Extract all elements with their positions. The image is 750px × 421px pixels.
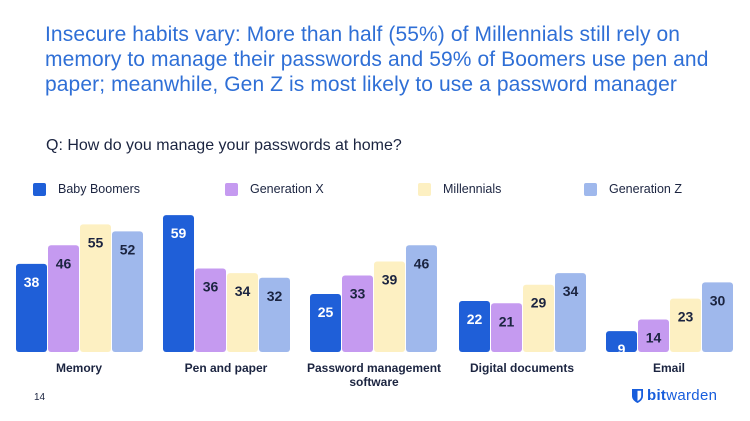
category-label: software	[349, 375, 399, 389]
bar-value-label: 33	[350, 285, 366, 301]
bar-value-label: 34	[563, 283, 579, 299]
bar-value-label: 46	[56, 255, 72, 271]
bar	[555, 273, 586, 352]
shield-icon	[632, 388, 643, 403]
bar-value-label: 29	[531, 295, 547, 311]
bar-value-label: 23	[678, 309, 694, 325]
legend-label: Millennials	[443, 182, 502, 196]
legend-swatch	[584, 182, 597, 196]
legend-label: Baby Boomers	[58, 182, 140, 196]
bar	[491, 303, 522, 352]
bar	[606, 331, 637, 352]
legend-item-baby-boomers: Baby Boomers	[33, 181, 140, 197]
bar	[342, 275, 373, 352]
bar	[702, 282, 733, 352]
legend-item-generation-z: Generation Z	[584, 181, 682, 197]
bar	[638, 319, 669, 352]
legend-label: Generation X	[250, 182, 324, 196]
bar	[523, 284, 554, 352]
legend-label: Generation Z	[609, 182, 682, 196]
bar	[406, 245, 437, 352]
bar	[670, 298, 701, 352]
bar	[16, 263, 47, 352]
bar	[227, 273, 258, 352]
bar	[374, 261, 405, 352]
bar	[80, 224, 111, 352]
bar-value-label: 25	[318, 304, 334, 320]
bar-value-label: 46	[414, 255, 430, 271]
bar	[195, 268, 226, 352]
category-label: Email	[653, 361, 685, 375]
page-number: 14	[34, 392, 46, 403]
bar	[310, 294, 341, 352]
bar	[459, 300, 490, 352]
bar-value-label: 59	[171, 225, 187, 241]
bar-value-label: 22	[467, 311, 483, 327]
legend-swatch	[418, 182, 431, 196]
category-label: Digital documents	[470, 361, 574, 375]
bar-value-label: 21	[499, 313, 515, 329]
category-label: Password management	[307, 361, 441, 375]
bar	[163, 215, 194, 352]
survey-question: Q: How do you manage your passwords at h…	[46, 137, 402, 154]
category-label: Memory	[56, 361, 102, 375]
bar-value-label: 14	[646, 330, 662, 346]
chart-title: Insecure habits vary: More than half (55…	[45, 23, 709, 96]
legend-swatch	[33, 182, 46, 196]
bar	[48, 245, 79, 352]
bar-value-label: 36	[203, 278, 219, 294]
bar-value-label: 9	[618, 341, 626, 357]
legend-swatch	[225, 182, 238, 196]
bar	[112, 231, 143, 352]
bar-value-label: 32	[267, 288, 283, 304]
category-label: Pen and paper	[185, 361, 268, 375]
bar-value-label: 30	[710, 292, 726, 308]
bar-value-label: 55	[88, 234, 104, 250]
bar-value-label: 34	[235, 283, 251, 299]
legend-item-millennials: Millennials	[418, 181, 501, 197]
bar	[259, 277, 290, 352]
bar-value-label: 38	[24, 274, 40, 290]
bar-value-label: 52	[120, 241, 136, 257]
bar-value-label: 39	[382, 272, 398, 288]
bitwarden-logo: bitwarden	[631, 387, 717, 404]
logo-text: bitwarden	[647, 387, 718, 404]
legend-item-generation-x: Generation X	[225, 181, 324, 197]
